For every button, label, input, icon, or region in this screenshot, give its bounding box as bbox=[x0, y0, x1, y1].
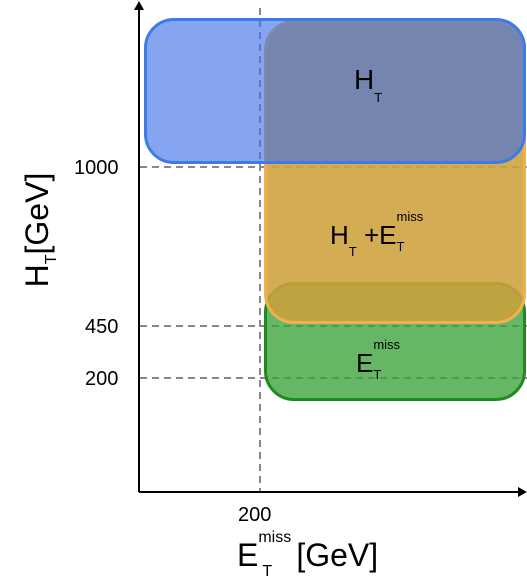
y-tick-1000: 1000 bbox=[74, 157, 119, 179]
x-tick-200: 200 bbox=[238, 504, 272, 526]
y-tick-450: 450 bbox=[85, 316, 119, 338]
region-ht bbox=[144, 18, 526, 164]
x-axis-arrow bbox=[518, 487, 527, 497]
y-tick-200: 200 bbox=[85, 368, 119, 390]
y-axis-arrow bbox=[134, 1, 144, 10]
y-axis-label: HT[GeV] bbox=[19, 172, 60, 288]
label-ht-met: HT +E miss T bbox=[330, 209, 424, 260]
label-ht: HT bbox=[354, 64, 383, 105]
